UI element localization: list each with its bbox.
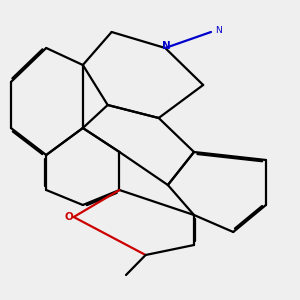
- Text: N: N: [162, 41, 171, 52]
- Text: N: N: [215, 26, 222, 35]
- Text: O: O: [65, 212, 74, 222]
